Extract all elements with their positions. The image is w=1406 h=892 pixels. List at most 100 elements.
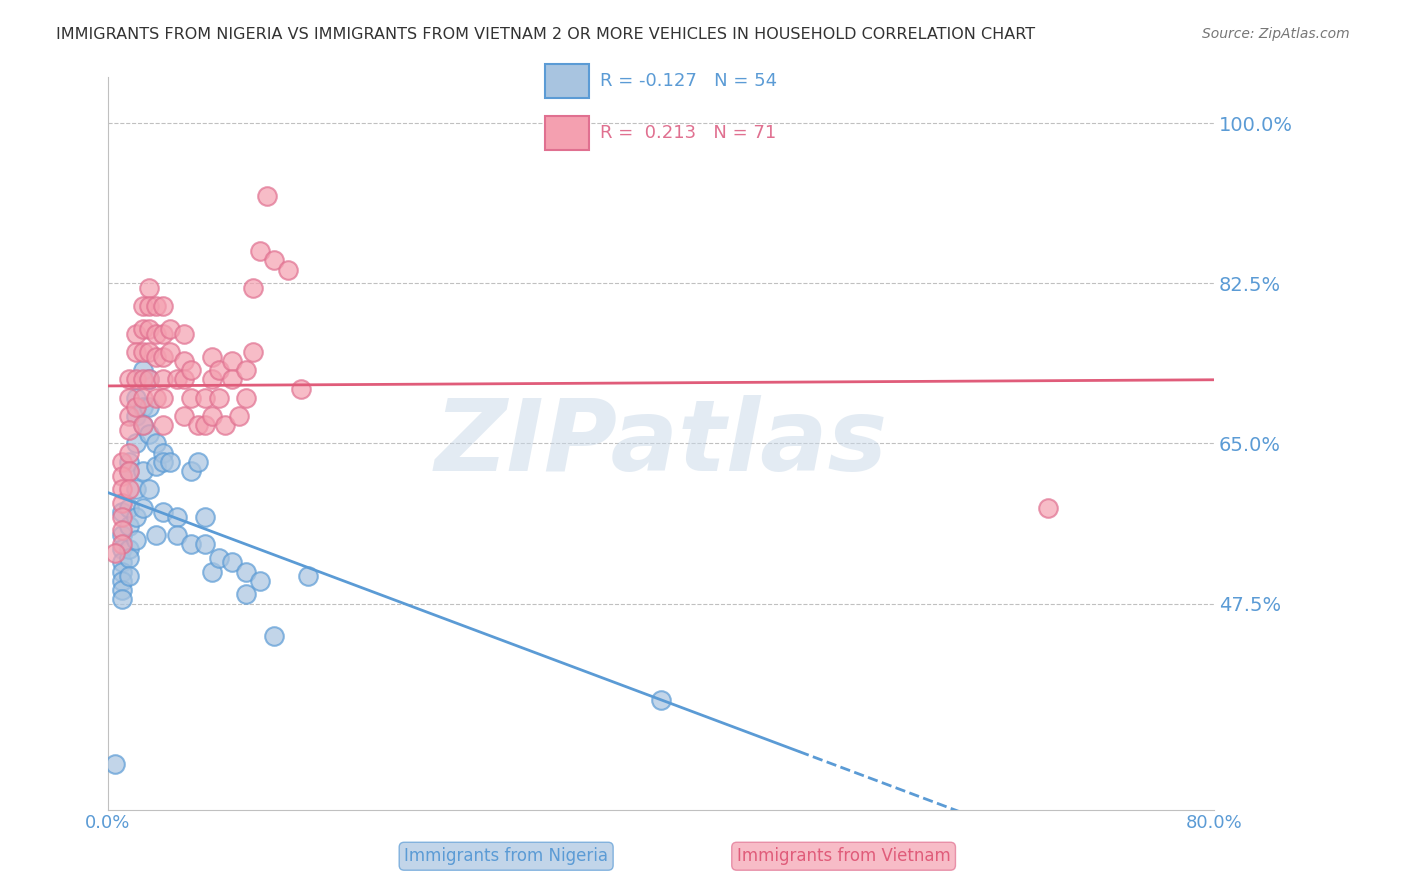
Point — [159, 455, 181, 469]
Point — [201, 350, 224, 364]
Point — [111, 509, 134, 524]
Point — [173, 372, 195, 386]
Point — [145, 326, 167, 341]
Point — [249, 574, 271, 588]
Point — [111, 582, 134, 597]
Point — [104, 756, 127, 771]
Point — [159, 322, 181, 336]
Point — [118, 423, 141, 437]
Point — [207, 363, 229, 377]
Point — [131, 299, 153, 313]
Point — [111, 455, 134, 469]
Point — [201, 409, 224, 423]
Point — [138, 372, 160, 386]
Point — [118, 445, 141, 459]
Point — [277, 262, 299, 277]
Point — [152, 326, 174, 341]
Point — [194, 537, 217, 551]
Point — [111, 541, 134, 556]
Point — [118, 482, 141, 496]
Point — [111, 505, 134, 519]
Point — [180, 537, 202, 551]
Point — [207, 391, 229, 405]
Point — [235, 565, 257, 579]
Point — [124, 372, 146, 386]
Point — [124, 391, 146, 405]
Point — [166, 528, 188, 542]
Point — [187, 455, 209, 469]
Point — [111, 592, 134, 607]
Text: IMMIGRANTS FROM NIGERIA VS IMMIGRANTS FROM VIETNAM 2 OR MORE VEHICLES IN HOUSEHO: IMMIGRANTS FROM NIGERIA VS IMMIGRANTS FR… — [56, 27, 1035, 42]
Point — [124, 509, 146, 524]
Point — [242, 281, 264, 295]
Point — [124, 326, 146, 341]
Point — [221, 354, 243, 368]
Point — [173, 326, 195, 341]
Point — [173, 409, 195, 423]
Point — [187, 418, 209, 433]
Point — [1036, 500, 1059, 515]
Point — [152, 350, 174, 364]
Point — [111, 537, 134, 551]
Point — [145, 299, 167, 313]
Point — [173, 354, 195, 368]
Point — [194, 391, 217, 405]
Point — [201, 372, 224, 386]
Point — [118, 464, 141, 478]
Point — [152, 455, 174, 469]
Point — [111, 468, 134, 483]
Point — [124, 482, 146, 496]
Point — [138, 427, 160, 442]
Point — [235, 363, 257, 377]
Point — [131, 400, 153, 414]
Point — [145, 528, 167, 542]
Point — [138, 281, 160, 295]
Point — [256, 189, 278, 203]
Point — [131, 372, 153, 386]
Point — [111, 528, 134, 542]
Point — [138, 299, 160, 313]
Text: R = -0.127   N = 54: R = -0.127 N = 54 — [600, 72, 778, 90]
Text: Source: ZipAtlas.com: Source: ZipAtlas.com — [1202, 27, 1350, 41]
Bar — [546, 64, 589, 98]
Point — [104, 546, 127, 560]
Point — [124, 400, 146, 414]
Point — [221, 556, 243, 570]
Point — [235, 391, 257, 405]
Point — [166, 509, 188, 524]
Point — [180, 464, 202, 478]
Point — [180, 363, 202, 377]
Point — [124, 436, 146, 450]
Point — [297, 569, 319, 583]
Point — [650, 692, 672, 706]
Point — [138, 400, 160, 414]
Point — [118, 372, 141, 386]
Point — [166, 372, 188, 386]
Point — [201, 565, 224, 579]
Point — [152, 505, 174, 519]
Point — [159, 345, 181, 359]
Point — [145, 436, 167, 450]
Point — [111, 556, 134, 570]
Point — [131, 363, 153, 377]
Point — [118, 409, 141, 423]
Point — [111, 524, 134, 538]
Point — [124, 345, 146, 359]
Point — [111, 482, 134, 496]
Point — [111, 496, 134, 510]
Point — [263, 253, 285, 268]
Point — [214, 418, 236, 433]
Point — [118, 550, 141, 565]
Point — [111, 565, 134, 579]
Point — [194, 418, 217, 433]
Point — [131, 418, 153, 433]
Point — [152, 299, 174, 313]
Point — [263, 629, 285, 643]
Point — [131, 345, 153, 359]
Point — [118, 569, 141, 583]
Point — [138, 322, 160, 336]
Point — [221, 372, 243, 386]
Text: ZIPatlas: ZIPatlas — [434, 395, 887, 492]
Point — [290, 382, 312, 396]
Point — [235, 587, 257, 601]
